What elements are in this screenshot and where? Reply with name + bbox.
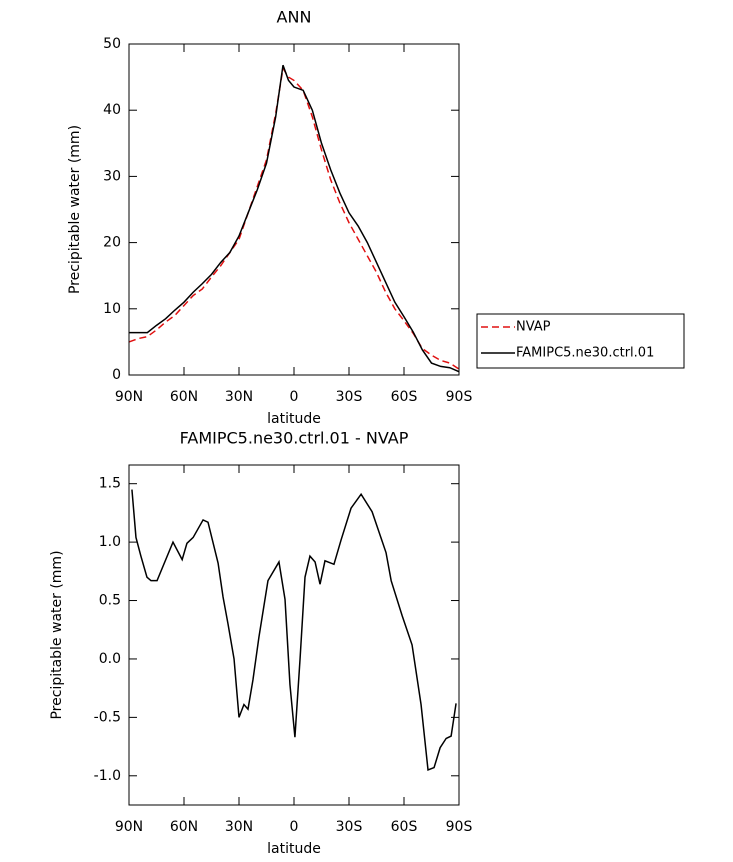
y-tick-label: 20 — [103, 235, 121, 251]
x-axis-label: latitude — [267, 841, 321, 857]
x-tick-label: 90S — [446, 389, 473, 405]
x-tick-label: 60S — [391, 819, 418, 835]
chart-title: FAMIPC5.ne30.ctrl.01 - NVAP — [180, 429, 409, 448]
legend-label: NVAP — [516, 320, 551, 335]
y-tick-label: 30 — [103, 168, 121, 184]
x-tick-label: 30N — [225, 389, 253, 405]
x-tick-label: 90S — [446, 819, 473, 835]
plot-frame — [128, 43, 460, 376]
legend-box — [476, 313, 685, 369]
x-tick-label: 60N — [170, 389, 198, 405]
y-tick-label: 10 — [103, 301, 121, 317]
y-axis-label: Precipitable water (mm) — [67, 125, 83, 294]
x-tick-label: 0 — [290, 389, 299, 405]
x-tick-label: 90N — [115, 389, 143, 405]
x-tick-label: 30S — [336, 819, 363, 835]
y-tick-label: -0.5 — [94, 709, 121, 725]
y-tick-label: 0.5 — [99, 593, 121, 609]
y-tick-label: 1.0 — [99, 534, 121, 550]
x-axis-label: latitude — [267, 411, 321, 427]
x-tick-label: 90N — [115, 819, 143, 835]
y-tick-label: -1.0 — [94, 768, 121, 784]
y-tick-label: 40 — [103, 102, 121, 118]
y-tick-label: 1.5 — [99, 476, 121, 492]
y-tick-label: 0 — [112, 367, 121, 383]
data-line — [131, 489, 457, 771]
x-tick-label: 0 — [290, 819, 299, 835]
y-tick-label: 50 — [103, 36, 121, 52]
x-tick-label: 30N — [225, 819, 253, 835]
plot-frame — [128, 464, 460, 806]
legend-label: FAMIPC5.ne30.ctrl.01 — [516, 346, 654, 361]
data-line — [129, 64, 460, 373]
chart-title: ANN — [277, 8, 312, 27]
y-axis-label: Precipitable water (mm) — [49, 550, 65, 719]
y-tick-label: 0.0 — [99, 651, 121, 667]
x-tick-label: 30S — [336, 389, 363, 405]
x-tick-label: 60S — [391, 389, 418, 405]
data-line — [128, 66, 460, 370]
x-tick-label: 60N — [170, 819, 198, 835]
